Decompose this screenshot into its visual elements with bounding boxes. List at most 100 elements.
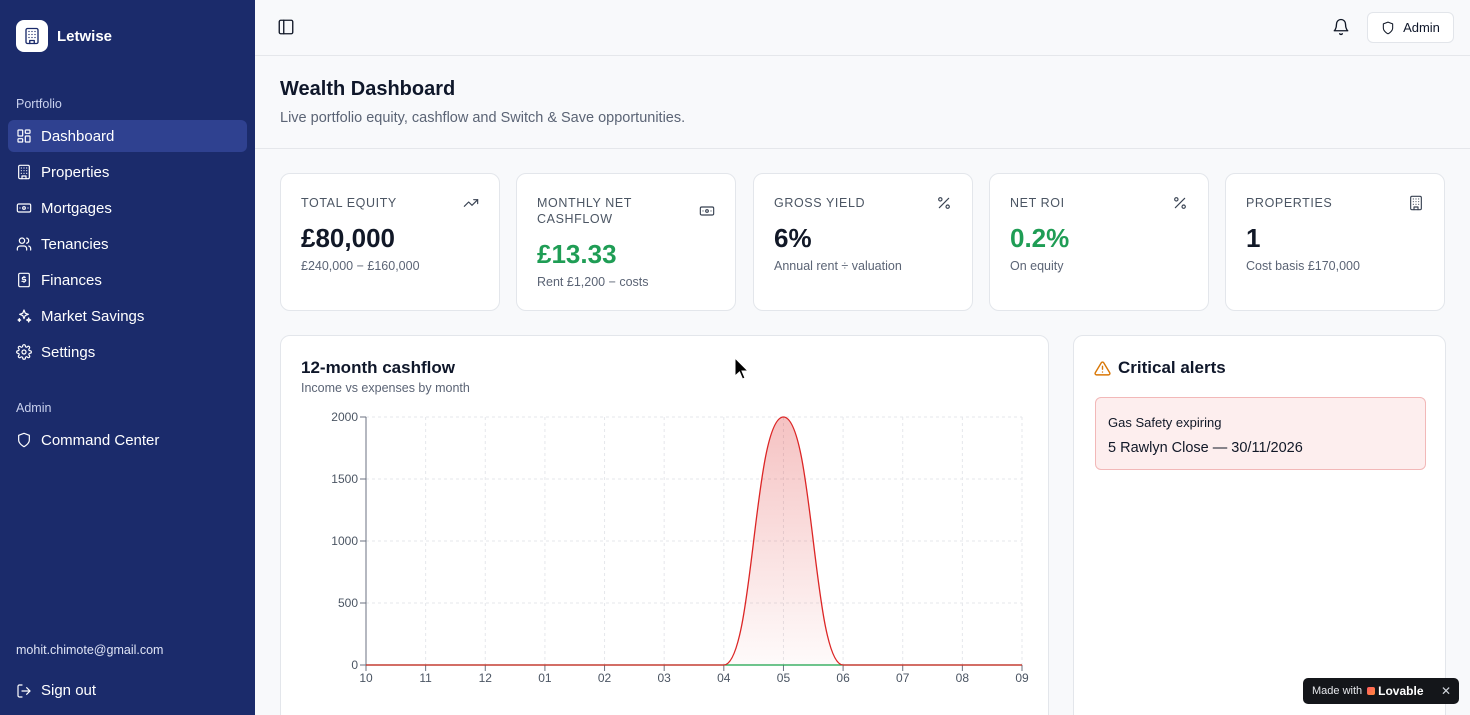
gear-icon [16,344,32,360]
stat-label: Total Equity [301,196,397,210]
y-tick-label: 0 [351,658,358,672]
stat-value: 6% [774,223,812,253]
x-tick-label: 12 [479,671,493,685]
receipt-icon [18,272,30,288]
stat-value: £13.33 [537,239,617,269]
stat-label: Net ROI [1010,196,1065,210]
badge-brand: Lovable [1378,684,1424,698]
x-tick-label: 08 [956,671,970,685]
sidebar-item-label: Settings [41,343,96,361]
sidebar-item-mortgages[interactable]: Mortgages [8,192,247,224]
close-icon[interactable]: ✕ [1440,684,1451,698]
sidebar-item-label: Mortgages [41,199,112,217]
x-tick-label: 03 [658,671,672,685]
y-tick-label: 2000 [331,410,358,424]
stat-card-total-equity: Total Equity £80,000 £240,000 − £160,000 [280,173,500,311]
x-tick-label: 06 [836,671,850,685]
page-title: Wealth Dashboard [280,78,456,100]
percent-icon [936,195,952,211]
stat-card-gross-yield: Gross Yield 6% Annual rent ÷ valuation [753,173,973,311]
admin-label: Admin [1403,20,1440,35]
warning-icon [1094,360,1111,377]
lovable-badge[interactable]: Made with Lovable ✕ [1303,678,1459,704]
brand[interactable]: Letwise [16,20,112,52]
stat-sub: On equity [1010,259,1064,273]
x-tick-label: 02 [598,671,612,685]
lovable-logo: Lovable [1367,684,1424,698]
critical-alerts-card: Critical alerts Gas Safety expiring 5 Ra… [1073,335,1446,715]
stat-card-monthly-net-cashflow: Monthly Net Cashflow £13.33 Rent £1,200 … [516,173,736,311]
dashboard-icon [17,129,31,143]
sidebar-item-command-center[interactable]: Command Center [8,424,247,456]
alert-detail: 5 Rawlyn Close — 30/11/2026 [1108,440,1303,456]
stat-label: Monthly Net Cashflow [537,196,632,226]
stat-label: Properties [1246,196,1333,210]
sidebar-item-label: Properties [41,163,110,181]
alerts-title: Critical alerts [1118,358,1226,377]
sparkles-icon [17,309,32,323]
stat-card-properties: Properties 1 Cost basis £170,000 [1225,173,1445,311]
stat-sub: Cost basis £170,000 [1246,259,1360,273]
log-out-icon [17,683,31,698]
y-tick-label: 1500 [331,472,358,486]
series-line [366,416,1022,666]
sidebar-item-label: Market Savings [41,307,145,325]
badge-made-with: Made with [1312,685,1363,697]
y-tick-label: 1000 [331,534,358,548]
sidebar-item-dashboard[interactable]: Dashboard [8,120,247,152]
sidebar-item-label: Tenancies [41,235,109,253]
stat-card-net-roi: Net ROI 0.2% On equity [989,173,1209,311]
sidebar-toggle-button[interactable] [277,18,295,36]
x-tick-label: 09 [1015,671,1029,685]
chart-title: 12-month cashflow [301,358,455,377]
app-name: Letwise [57,27,113,45]
bell-icon [1333,18,1349,36]
stat-value: 1 [1246,223,1261,253]
alert-item[interactable]: Gas Safety expiring 5 Rawlyn Close — 30/… [1095,397,1426,470]
topbar: Admin [255,0,1470,56]
building-icon [16,20,48,52]
sidebar-item-label: Dashboard [41,127,115,145]
chart-subtitle: Income vs expenses by month [301,381,470,395]
banknote-icon [699,203,715,219]
sidebar-item-finances[interactable]: Finances [8,264,247,296]
trending-up-icon [463,195,479,211]
x-tick-label: 05 [777,671,791,685]
stat-label: Gross Yield [774,196,866,210]
x-tick-label: 01 [538,671,552,685]
stat-sub: Rent £1,200 − costs [537,275,649,289]
sign-out-button[interactable]: Sign out [16,682,96,699]
heart-icon [1367,687,1376,695]
sidebar-item-settings[interactable]: Settings [8,336,247,368]
cursor-icon [734,357,750,380]
sidebar-item-label: Command Center [41,431,160,449]
stat-value: £80,000 [301,223,395,253]
x-tick-label: 04 [717,671,731,685]
page-header: Wealth Dashboard Live portfolio equity, … [255,56,1470,149]
user-email: mohit.chimote@gmail.com [16,643,164,657]
y-tick-label: 500 [338,596,358,610]
section-label-portfolio: Portfolio [16,97,62,111]
shield-icon [1382,21,1394,34]
stat-sub: £240,000 − £160,000 [301,259,420,273]
users-icon [16,237,32,251]
admin-button[interactable]: Admin [1367,12,1454,43]
notifications-button[interactable] [1332,18,1350,36]
sidebar: Letwise Portfolio Dashboard Properties M… [0,0,255,715]
percent-icon [1172,195,1188,211]
sidebar-item-properties[interactable]: Properties [8,156,247,188]
stat-value: 0.2% [1010,223,1070,253]
banknote-icon [16,203,32,213]
x-tick-label: 11 [419,671,432,685]
cashflow-chart-card: 12-month cashflow Income vs expenses by … [280,335,1049,715]
sidebar-item-tenancies[interactable]: Tenancies [8,228,247,260]
stat-sub: Annual rent ÷ valuation [774,259,902,273]
sidebar-item-label: Finances [41,271,102,289]
shield-icon [18,432,30,448]
sign-out-label: Sign out [41,682,97,699]
x-tick-label: 07 [896,671,910,685]
page-subtitle: Live portfolio equity, cashflow and Swit… [280,110,686,126]
alert-title: Gas Safety expiring [1108,415,1222,430]
sidebar-item-market-savings[interactable]: Market Savings [8,300,247,332]
cashflow-chart: 0 500 1000 1500 2000 10 11 12 01 02 03 04 05 06 07 08 09 [331,410,1029,685]
